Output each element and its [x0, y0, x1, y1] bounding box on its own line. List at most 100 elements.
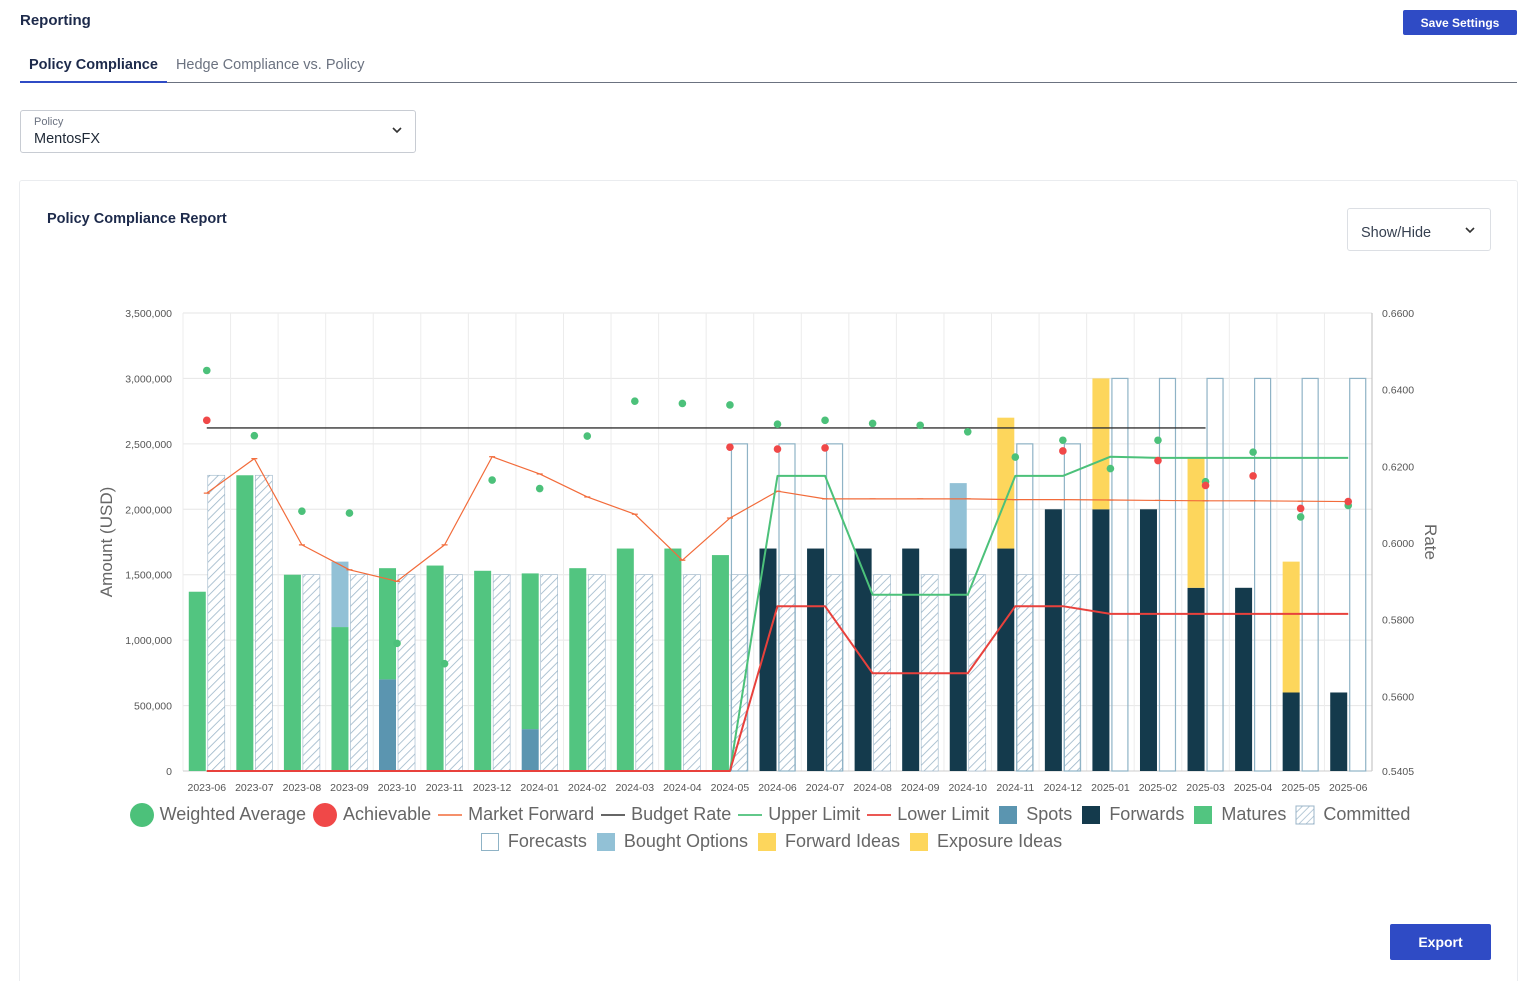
legend-item-spots[interactable]: Spots [995, 802, 1072, 828]
x-tick-label: 2024-08 [853, 782, 892, 794]
legend-label: Spots [1026, 804, 1073, 824]
achievable-point [1344, 497, 1353, 506]
forwards-bar [1092, 509, 1110, 771]
weighted-average-point [1059, 436, 1067, 445]
x-tick-label: 2024-04 [663, 782, 702, 794]
matures-bar [521, 573, 539, 730]
committed-bar [825, 574, 844, 772]
save-settings-button[interactable]: Save Settings [1403, 10, 1517, 35]
chart-legend: Weighted Average Achievable Market Forward… [20, 801, 1519, 855]
legend-label: Budget Rate [631, 804, 732, 824]
weighted-average-point [250, 431, 259, 440]
x-tick-label: 2024-09 [901, 782, 940, 794]
committed-bar [587, 574, 606, 772]
weighted-average-point [1249, 448, 1257, 456]
forward-ideas-bar [997, 417, 1015, 549]
weighted-average-point [868, 419, 877, 428]
legend-item-forecasts[interactable]: Forecasts [477, 829, 587, 855]
legend-item-weighted-average[interactable]: Weighted Average [129, 802, 306, 828]
policy-compliance-chart: 3,500,000 3,000,000 2,500,000 2,000,000 1,50… [97, 308, 1440, 794]
x-tick-label: 2025-06 [1329, 782, 1368, 794]
committed-bar [255, 474, 273, 772]
legend-item-bought-options[interactable]: Bought Options [593, 829, 748, 855]
x-tick-label: 2023-10 [378, 782, 417, 794]
x-tick-label: 2024-01 [520, 782, 559, 794]
achievable-point [1154, 456, 1162, 465]
forward-ideas-bar [1187, 456, 1205, 588]
matures-bar [474, 570, 492, 771]
legend-item-lower-limit[interactable]: Lower Limit [866, 802, 989, 828]
achievable-point [773, 445, 782, 453]
weighted-average-point [345, 509, 354, 517]
legend-label: Achievable [343, 804, 432, 824]
legend-label: Forecasts [507, 831, 587, 851]
legend-item-exposure-ideas[interactable]: Exposure Ideas [906, 829, 1062, 855]
weighted-average-point [821, 416, 829, 425]
achievable-point [821, 444, 829, 452]
x-tick-label: 2023-12 [473, 782, 512, 794]
legend-label: Lower Limit [897, 804, 990, 824]
legend-item-forwards[interactable]: Forwards [1078, 802, 1184, 828]
forecast-bar [1349, 377, 1367, 772]
y-left-tick-label: 2,500,000 [125, 439, 172, 451]
legend-swatch-icon [480, 832, 499, 851]
weighted-average-point [726, 401, 734, 409]
bought-options-bar [331, 561, 349, 628]
x-tick-label: 2024-12 [1044, 782, 1083, 794]
y-right-tick-label: 0.5800 [1382, 615, 1414, 627]
legend-item-budget-rate[interactable]: Budget Rate [600, 802, 731, 828]
forwards-bar [807, 548, 825, 771]
forwards-bar [1044, 509, 1062, 771]
matures-bar [569, 568, 587, 771]
legend-swatch-icon [757, 832, 776, 851]
committed-bar [302, 574, 321, 772]
legend-item-committed[interactable]: Committed [1292, 802, 1410, 828]
committed-bar [207, 474, 226, 772]
forwards-bar [1235, 587, 1253, 771]
forecast-bar [730, 443, 749, 772]
y-right-tick-label: 0.6600 [1382, 308, 1414, 320]
x-tick-label: 2023-09 [330, 782, 369, 794]
x-tick-label: 2025-04 [1234, 782, 1273, 794]
y-left-tick-label: 3,000,000 [125, 373, 172, 385]
matures-bar [426, 565, 444, 771]
forward-ideas-bar [1092, 378, 1110, 510]
page-title: Reporting [20, 12, 91, 29]
forwards-bar [997, 548, 1015, 771]
spots-bar [521, 729, 539, 771]
achievable-point [1201, 481, 1210, 490]
matures-bar [188, 591, 206, 771]
committed-bar [1015, 574, 1034, 772]
tab-hedge-compliance[interactable]: Hedge Compliance vs. Policy [175, 57, 365, 73]
legend-item-matures[interactable]: Matures [1190, 802, 1286, 828]
weighted-average-point [678, 399, 687, 408]
export-button[interactable]: Export [1390, 924, 1491, 960]
forecast-bar [1253, 377, 1272, 772]
x-tick-label: 2024-10 [948, 782, 987, 794]
legend-item-achievable[interactable]: Achievable [312, 802, 431, 828]
bought-options-bar [949, 483, 967, 549]
legend-item-upper-limit[interactable]: Upper Limit [737, 802, 860, 828]
x-tick-label: 2025-01 [1091, 782, 1130, 794]
weighted-average-point [1106, 464, 1115, 473]
forward-ideas-bar [1282, 561, 1300, 693]
show-hide-dropdown[interactable]: Show/Hide [1347, 208, 1491, 251]
legend-item-market-forward[interactable]: Market Forward [437, 802, 594, 828]
x-tick-label: 2024-11 [996, 782, 1034, 794]
weighted-average-point [488, 476, 496, 484]
forecast-bar [1016, 443, 1034, 772]
legend-item-forward-ideas[interactable]: Forward Ideas [754, 829, 900, 855]
tab-policy-compliance[interactable]: Policy Compliance [20, 50, 167, 83]
y-left-tick-label: 1,500,000 [125, 570, 172, 582]
y-right-tick-label: 0.6000 [1382, 538, 1414, 550]
achievable-point [1296, 504, 1305, 513]
spots-bar [379, 679, 397, 771]
weighted-average-point [440, 659, 449, 668]
forwards-bar [949, 548, 967, 771]
y-left-tick-label: 1,000,000 [125, 635, 172, 647]
x-tick-label: 2023-08 [283, 782, 322, 794]
policy-select[interactable]: Policy MentosFX [20, 110, 416, 153]
committed-bar [778, 574, 796, 772]
x-tick-label: 2024-02 [568, 782, 607, 794]
show-hide-label: Show/Hide [1361, 225, 1432, 241]
